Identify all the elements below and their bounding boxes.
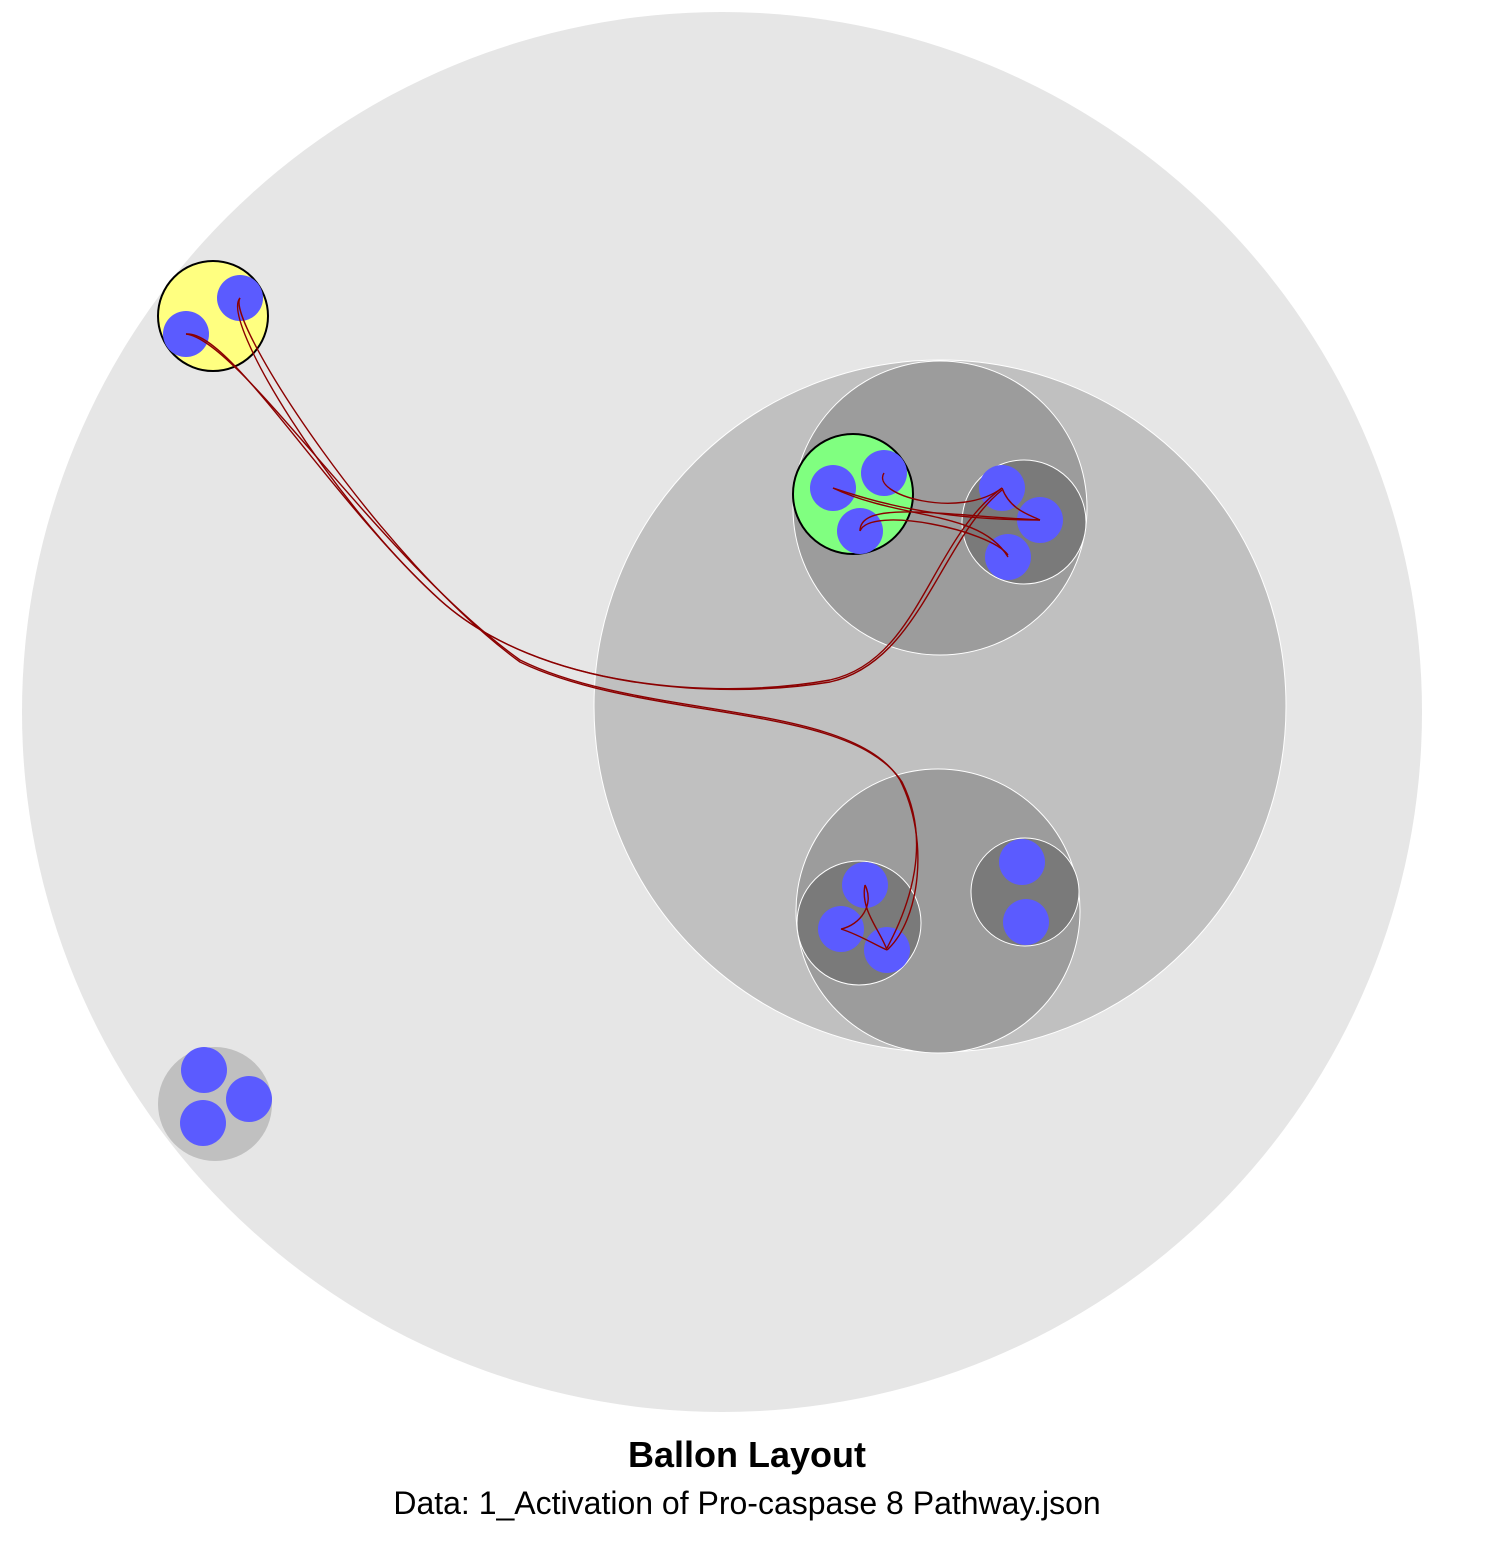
edge — [881, 472, 1003, 504]
edge — [832, 487, 1041, 521]
edge — [1001, 487, 1041, 521]
leaf-node — [181, 1047, 227, 1093]
edge — [840, 928, 888, 951]
edges — [185, 297, 1041, 951]
edge — [840, 884, 869, 930]
leaf-node — [226, 1076, 272, 1122]
diagram-title: Ballon Layout — [627, 1434, 866, 1475]
edge — [237, 297, 1003, 691]
leaf-node — [1003, 899, 1049, 945]
leaf-node — [999, 839, 1045, 885]
group-balloon-lower-right — [970, 837, 1080, 947]
edge — [832, 487, 1009, 558]
edge — [859, 519, 1009, 556]
edge — [863, 884, 888, 951]
caption: Ballon Layout Data: 1_Activation of Pro-… — [0, 1430, 1494, 1526]
edge — [238, 297, 918, 949]
diagram-subtitle: Data: 1_Activation of Pro-caspase 8 Path… — [393, 1485, 1101, 1521]
leaf-node — [180, 1100, 226, 1146]
